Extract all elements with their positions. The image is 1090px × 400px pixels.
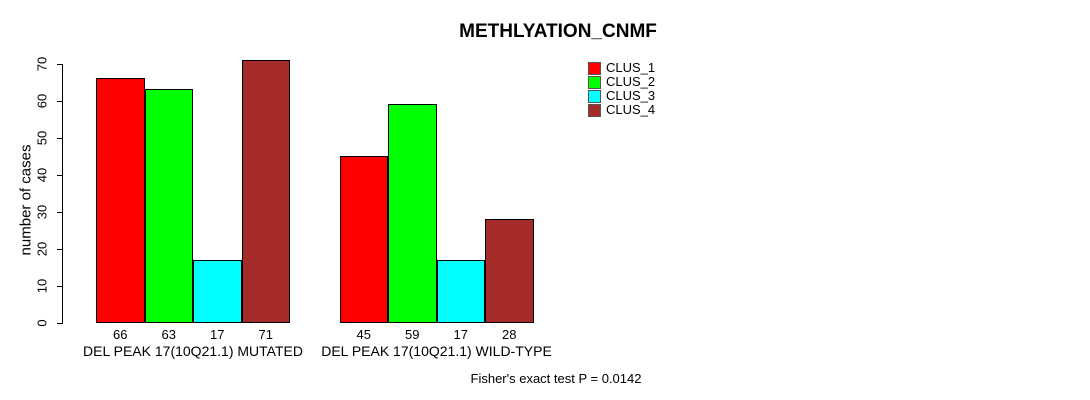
legend-item-clus_1: CLUS_1 (588, 61, 655, 75)
bar-clus_2-group2 (388, 104, 437, 323)
bar-clus_1-group1 (96, 78, 145, 323)
y-axis-label: number of cases (17, 144, 35, 256)
bar-clus_4-group2 (485, 218, 534, 323)
legend: CLUS_1 CLUS_2 CLUS_3 CLUS_4 (588, 61, 655, 117)
legend-label: CLUS_2 (606, 74, 656, 89)
y-axis-tick-label: 40 (34, 167, 50, 182)
bar-clus_3-group1 (193, 259, 242, 323)
y-axis-tick (56, 63, 62, 65)
fisher-test-footnote: Fisher's exact test P = 0.0142 (470, 371, 642, 386)
legend-item-clus_2: CLUS_2 (588, 75, 655, 89)
chart-title: METHLYATION_CNMF (459, 21, 657, 42)
y-axis-tick-label: 30 (34, 204, 50, 219)
y-axis-tick (56, 248, 62, 250)
y-axis-tick-label: 0 (34, 318, 50, 327)
bar-clus_1-group2 (339, 156, 388, 323)
x-axis-group-label: DEL PEAK 17(10Q21.1) MUTATED (83, 343, 303, 359)
legend-item-clus_3: CLUS_3 (588, 89, 655, 103)
bar-clus_2-group1 (144, 89, 193, 323)
bar-value-label: 17 (210, 327, 225, 342)
bar-value-label: 63 (161, 327, 176, 342)
legend-swatch-icon (588, 89, 601, 103)
bar-value-label: 59 (405, 327, 420, 342)
legend-label: CLUS_4 (606, 102, 656, 117)
bar-value-label: 17 (453, 327, 468, 342)
legend-swatch-icon (588, 103, 601, 117)
legend-swatch-icon (588, 75, 601, 89)
y-axis-tick-label: 10 (34, 278, 50, 293)
legend-swatch-icon (588, 61, 601, 75)
y-axis-tick (56, 174, 62, 176)
y-axis-tick (56, 285, 62, 287)
y-axis-tick (56, 100, 62, 102)
x-axis-group-label: DEL PEAK 17(10Q21.1) WILD-TYPE (321, 343, 552, 359)
bar-value-label: 28 (502, 327, 517, 342)
y-axis-tick-label: 20 (34, 241, 50, 256)
legend-item-clus_4: CLUS_4 (588, 103, 655, 117)
bar-value-label: 66 (113, 327, 128, 342)
bar-clus_3-group2 (436, 259, 485, 323)
bar-value-label: 45 (356, 327, 371, 342)
y-axis-line (62, 63, 63, 324)
y-axis-tick (56, 322, 62, 324)
y-axis-tick (56, 211, 62, 213)
y-axis-tick-label: 50 (34, 130, 50, 145)
y-axis-tick (56, 137, 62, 139)
y-axis-tick-label: 60 (34, 93, 50, 108)
bar-clus_4-group1 (241, 59, 290, 323)
legend-label: CLUS_3 (606, 88, 656, 103)
legend-label: CLUS_1 (606, 60, 656, 75)
bar-value-label: 71 (258, 327, 273, 342)
y-axis-tick-label: 70 (34, 56, 50, 71)
